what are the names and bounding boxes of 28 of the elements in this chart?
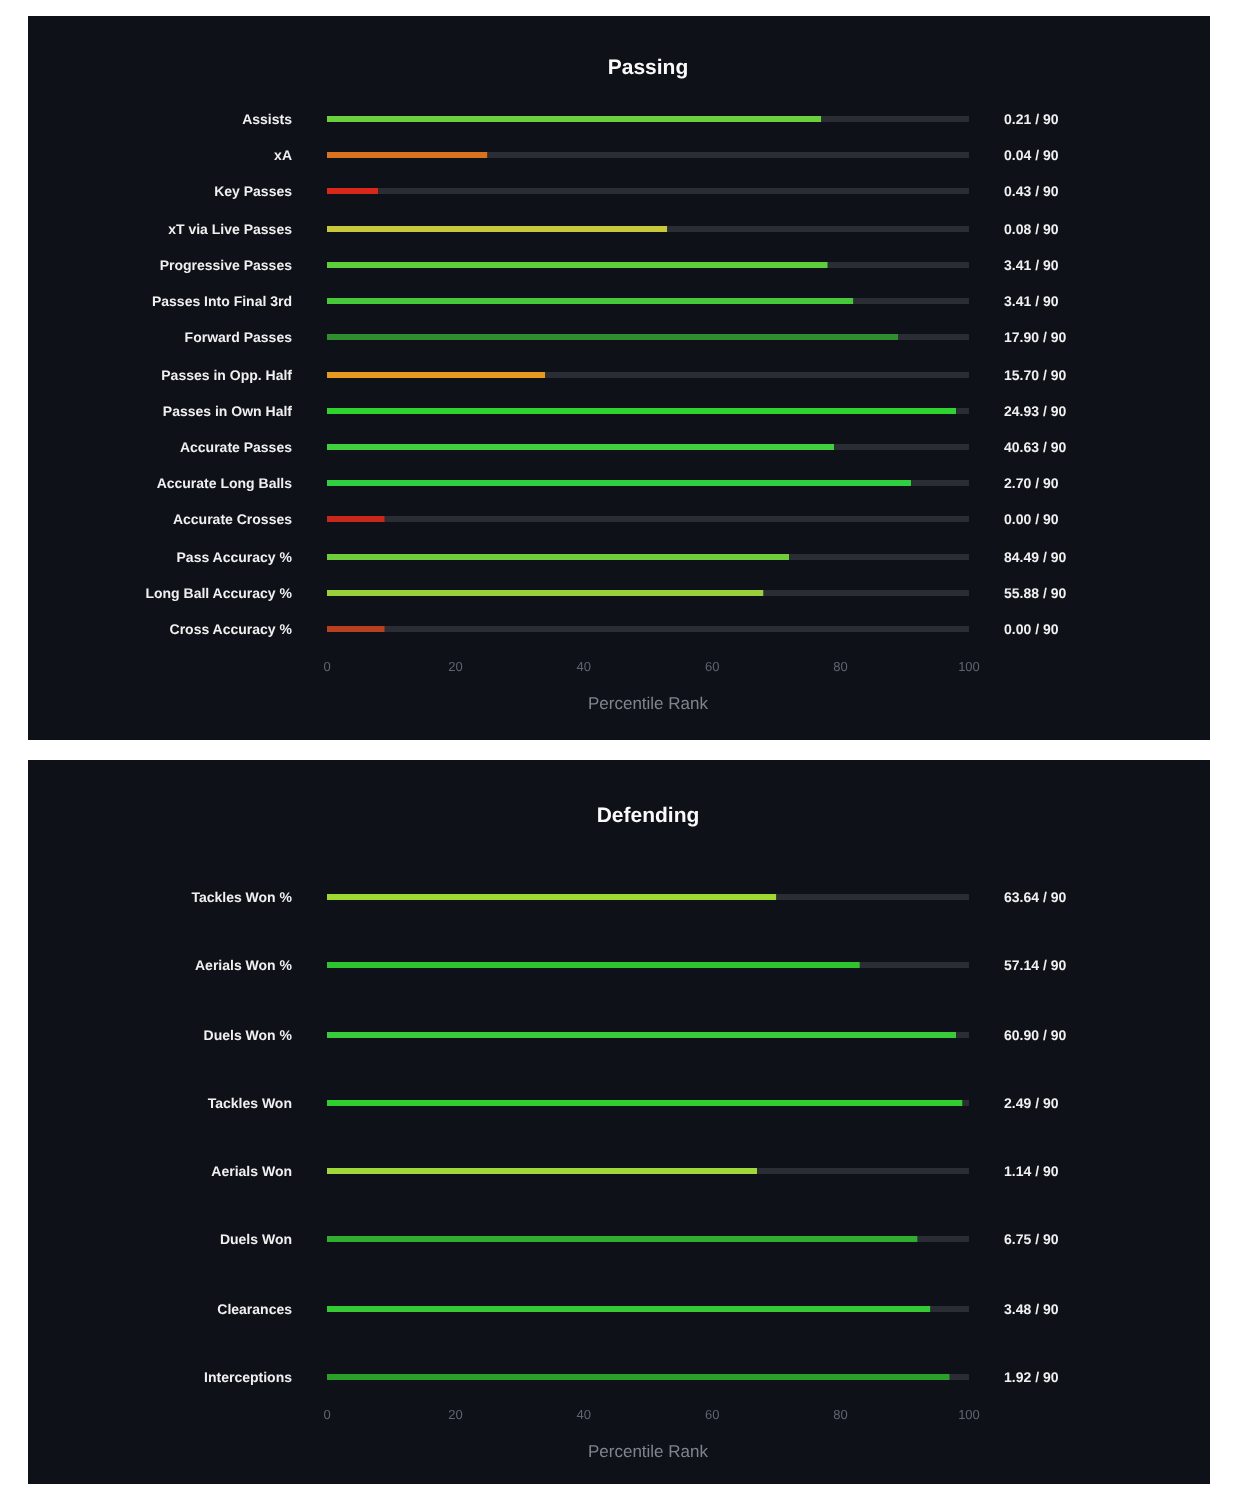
chart-title: Defending <box>596 804 700 828</box>
bar <box>327 116 822 122</box>
bar <box>327 1032 957 1038</box>
bar <box>327 152 488 158</box>
bar <box>327 334 899 340</box>
chart-title: Passing <box>607 56 689 80</box>
bar <box>327 226 668 232</box>
x-axis-title: Percentile Rank <box>587 1441 710 1461</box>
bar <box>327 516 385 522</box>
bar <box>327 1374 950 1380</box>
bar <box>327 480 912 486</box>
bar <box>327 590 764 596</box>
bar <box>327 262 828 268</box>
bar <box>327 626 385 632</box>
bar <box>327 1100 963 1106</box>
bar <box>327 408 957 414</box>
bar <box>962 1100 969 1106</box>
bar <box>327 894 777 900</box>
bar <box>327 1306 931 1312</box>
bar <box>327 1236 918 1242</box>
bar <box>327 1168 758 1174</box>
x-axis-title: Percentile Rank <box>587 693 710 713</box>
bar <box>327 962 860 968</box>
bar <box>327 188 379 194</box>
bar <box>327 298 854 304</box>
bar <box>327 444 835 450</box>
bar <box>327 554 790 560</box>
bar <box>327 372 546 378</box>
